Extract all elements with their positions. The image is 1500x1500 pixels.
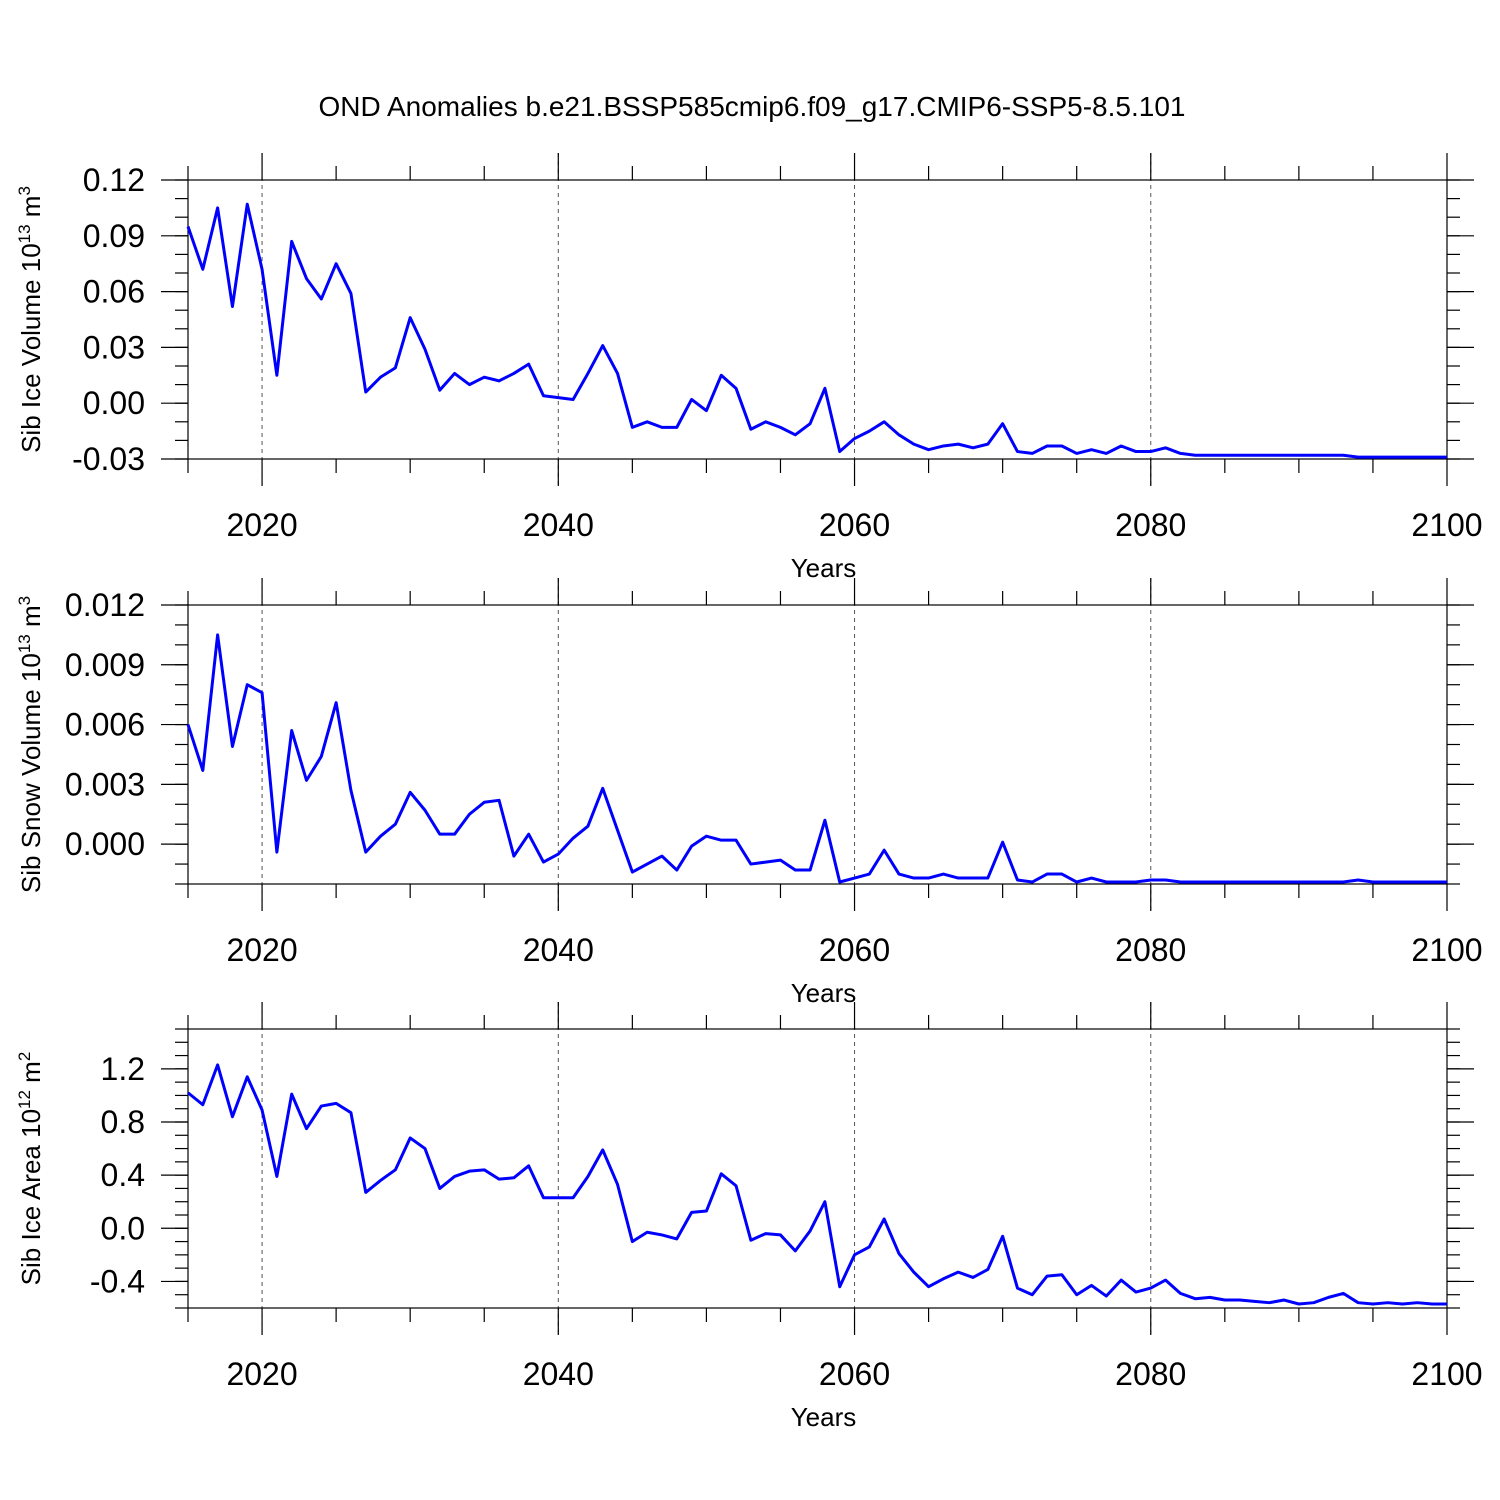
series-line xyxy=(186,633,1447,884)
x-tick-label: 2020 xyxy=(226,932,297,968)
y-tick-label: 0.0 xyxy=(101,1210,145,1246)
x-tick-label: 2060 xyxy=(819,932,890,968)
x-tick-label: 2060 xyxy=(819,507,890,543)
panel-ice-volume: 2020 2040 2060 2080 2100 -0.03 0.00 0.03 0.06 0.0… xyxy=(15,153,1483,583)
plot-frame xyxy=(187,1028,1448,1309)
x-axis-label: Years xyxy=(791,1402,857,1432)
y-tick-label: 0.12 xyxy=(83,162,145,198)
x-tick-label: 2080 xyxy=(1115,507,1186,543)
y-tick-label: -0.4 xyxy=(90,1263,145,1299)
x-tick-label: 2040 xyxy=(523,1356,594,1392)
y-tick-label: 0.006 xyxy=(65,707,145,743)
y-tick-label: 0.009 xyxy=(65,647,145,683)
y-tick-label: -0.03 xyxy=(72,441,145,477)
series-line xyxy=(187,1063,1447,1306)
y-tick-label: 0.4 xyxy=(101,1157,145,1193)
x-tick-label: 2040 xyxy=(523,932,594,968)
x-tick-label: 2020 xyxy=(226,507,297,543)
y-axis-label: Sib Ice Volume 1013 m3 xyxy=(15,186,46,453)
y-tick-label: 1.2 xyxy=(101,1051,145,1087)
y-tick-label: 0.003 xyxy=(65,766,145,802)
y-tick-label: 0.09 xyxy=(83,218,145,254)
y-tick-label: 0.000 xyxy=(65,826,145,862)
panel-snow-volume: 2020 2040 2060 2080 2100 0.000 0.003 0.006 0.009… xyxy=(15,578,1483,1008)
series-line xyxy=(186,202,1447,459)
x-tick-label: 2020 xyxy=(226,1356,297,1392)
y-tick-label: 0.012 xyxy=(65,587,145,623)
figure-title: OND Anomalies b.e21.BSSP585cmip6.f09_g17… xyxy=(319,91,1186,122)
x-tick-label: 2100 xyxy=(1411,1356,1482,1392)
x-tick-label: 2040 xyxy=(523,507,594,543)
y-tick-label: 0.06 xyxy=(83,274,145,310)
x-axis-label: Years xyxy=(791,553,857,583)
y-axis-label: Sib Ice Area 1012 m2 xyxy=(15,1052,46,1286)
y-tick-label: 0.00 xyxy=(83,385,145,421)
x-tick-label: 2100 xyxy=(1411,932,1482,968)
x-tick-label: 2100 xyxy=(1411,507,1482,543)
x-tick-label: 2080 xyxy=(1115,1356,1186,1392)
panel-ice-area: 2020 2040 2060 2080 2100 -0.4 0.0 0.4 0.8 1.2 Year… xyxy=(15,1002,1483,1432)
x-axis-label: Years xyxy=(791,978,857,1008)
plot-frame xyxy=(187,179,1448,460)
x-tick-label: 2080 xyxy=(1115,932,1186,968)
y-tick-label: 0.8 xyxy=(101,1104,145,1140)
y-axis-label: Sib Snow Volume 1013 m3 xyxy=(15,596,46,893)
y-tick-label: 0.03 xyxy=(83,329,145,365)
x-tick-label: 2060 xyxy=(819,1356,890,1392)
